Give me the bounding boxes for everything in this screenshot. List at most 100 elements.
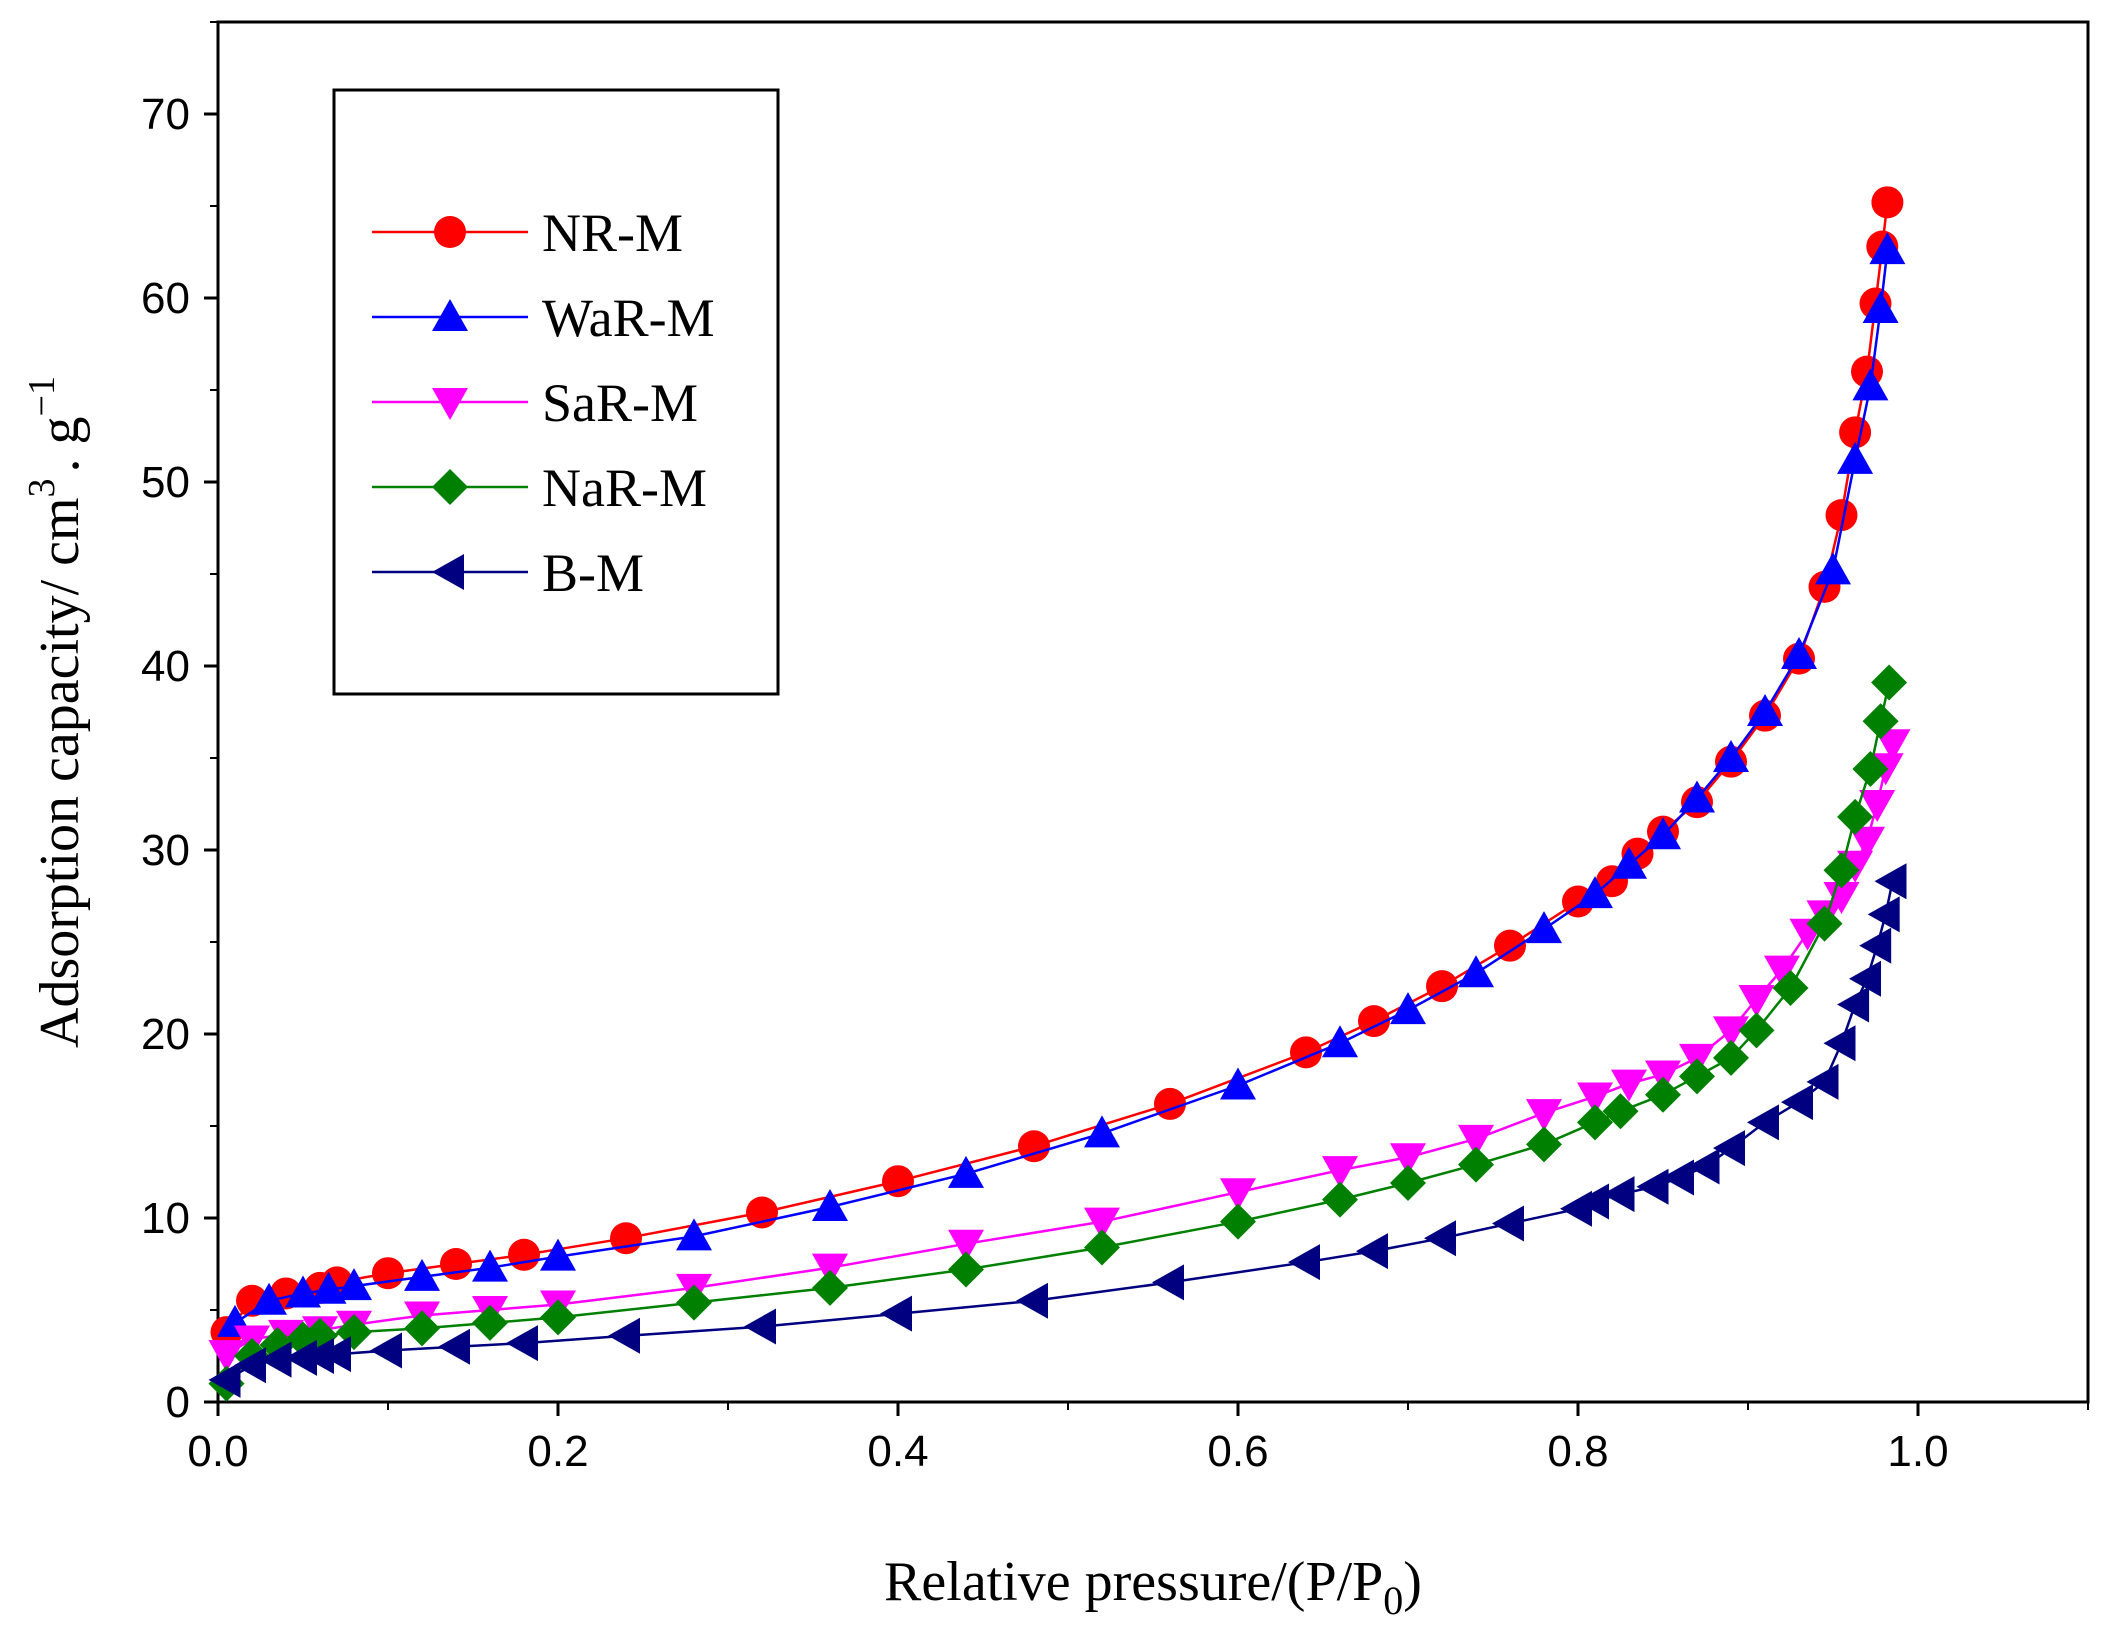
x-tick-label: 0.4 [867, 1427, 928, 1476]
data-point-war-m [540, 1238, 576, 1271]
data-point-war-m [1815, 552, 1851, 585]
legend-marker-war-m [432, 299, 468, 331]
data-point-sar-m [812, 1253, 848, 1286]
data-point-sar-m [1713, 1016, 1749, 1049]
legend-label: NaR-M [542, 458, 707, 518]
series-layer [208, 186, 1911, 1402]
data-point-sar-m [1220, 1178, 1256, 1211]
data-point-nr-m [372, 1257, 404, 1290]
data-point-nr-m [1494, 929, 1526, 962]
data-point-war-m [1852, 368, 1889, 401]
data-point-war-m [472, 1249, 508, 1282]
data-point-nr-m [1871, 186, 1904, 219]
data-point-b-m [1823, 1025, 1856, 1062]
data-point-sar-m [1645, 1060, 1681, 1093]
data-point-war-m [310, 1271, 347, 1304]
data-point-war-m [336, 1268, 372, 1301]
data-point-nar-m [1458, 1146, 1494, 1183]
y-axis-title-sup1: 3 [21, 478, 63, 497]
data-point-b-m [1424, 1220, 1456, 1257]
axis-ticks: 0.0 0.2 0.4 0.6 0.8 1.0 0 10 20 30 40 50 60 70 [141, 21, 2089, 1476]
data-point-nr-m [1018, 1130, 1050, 1163]
series-nar-m [208, 664, 1908, 1402]
x-axis-title-main: Relative pressure/(P/P [884, 1551, 1383, 1613]
data-point-war-m [1747, 694, 1783, 726]
series-sar-m [208, 729, 1911, 1373]
series-line-b-m [225, 881, 1894, 1381]
data-point-b-m [1687, 1148, 1720, 1185]
data-point-war-m [1458, 955, 1494, 988]
legend-items: NR-M WaR-M SaR-M NaR-M B-M [372, 203, 715, 603]
data-point-nar-m [1602, 1093, 1639, 1130]
data-point-nar-m [948, 1251, 984, 1288]
x-tick-label: 0.8 [1547, 1427, 1608, 1476]
data-point-sar-m [1849, 826, 1885, 859]
y-tick-label: 0 [166, 1378, 190, 1427]
data-point-war-m [1220, 1067, 1256, 1100]
data-point-nr-m [1154, 1087, 1186, 1120]
data-point-nar-m [1577, 1104, 1613, 1141]
data-point-nar-m [676, 1284, 712, 1321]
data-point-war-m [1526, 911, 1562, 944]
data-point-nr-m [1426, 970, 1458, 1003]
data-point-b-m [608, 1317, 640, 1354]
data-point-nar-m [540, 1299, 576, 1336]
data-point-b-m [880, 1295, 912, 1332]
y-tick-label: 40 [141, 642, 190, 691]
data-point-nar-m [472, 1304, 508, 1341]
data-point-nar-m [1390, 1165, 1426, 1202]
data-point-sar-m [1874, 729, 1911, 762]
y-tick-label: 70 [141, 90, 190, 139]
data-point-nr-m [508, 1238, 540, 1271]
data-point-war-m [1781, 636, 1817, 669]
data-point-war-m [1679, 780, 1715, 813]
data-point-b-m [1837, 986, 1870, 1023]
data-point-war-m [1837, 441, 1874, 474]
x-tick-label: 0.0 [187, 1427, 248, 1476]
data-point-b-m [1577, 1183, 1609, 1220]
data-point-nar-m [1852, 751, 1889, 788]
legend-item-nr-m: NR-M [372, 203, 683, 263]
data-point-b-m [208, 1361, 241, 1398]
data-point-nr-m [1825, 499, 1858, 532]
data-point-nar-m [1084, 1229, 1120, 1266]
data-point-nar-m [1862, 703, 1899, 740]
y-tick-label: 10 [141, 1194, 190, 1243]
data-point-b-m [1781, 1084, 1813, 1121]
y-axis-title-sup2: −1 [21, 376, 63, 416]
x-axis-title-close: ) [1403, 1551, 1422, 1613]
data-point-b-m [1016, 1282, 1048, 1319]
data-point-sar-m [1390, 1143, 1426, 1176]
data-point-nar-m [1645, 1076, 1681, 1113]
data-point-sar-m [1084, 1207, 1120, 1240]
data-point-b-m [1867, 896, 1900, 933]
data-point-nar-m [1679, 1058, 1715, 1095]
legend-label: SaR-M [542, 373, 698, 433]
data-point-b-m [1662, 1159, 1694, 1196]
data-point-nar-m [1772, 970, 1809, 1006]
data-point-b-m [370, 1332, 402, 1369]
legend-item-war-m: WaR-M [372, 288, 715, 348]
y-tick-label: 20 [141, 1010, 190, 1059]
data-point-nar-m [1871, 664, 1908, 701]
data-point-war-m [948, 1155, 984, 1188]
legend-item-b-m: B-M [372, 543, 644, 603]
legend-marker-sar-m [432, 388, 468, 420]
data-point-war-m [1577, 876, 1613, 909]
legend-item-sar-m: SaR-M [372, 373, 698, 433]
series-war-m [217, 232, 1906, 1337]
data-point-nar-m [1713, 1039, 1749, 1076]
data-point-sar-m [1611, 1069, 1647, 1102]
data-point-b-m [1288, 1244, 1320, 1281]
data-point-nar-m [1322, 1181, 1358, 1218]
data-point-war-m [251, 1282, 287, 1315]
data-point-sar-m [1764, 955, 1800, 988]
data-point-war-m [812, 1188, 848, 1221]
y-axis-title: Adsorption capacity/ cm3 . g−1 [21, 376, 91, 1048]
data-point-sar-m [948, 1229, 984, 1262]
data-point-b-m [1492, 1205, 1524, 1242]
data-point-nr-m [1358, 1005, 1390, 1038]
data-point-sar-m [1458, 1124, 1494, 1157]
data-point-sar-m [1322, 1156, 1358, 1189]
data-point-war-m [1862, 291, 1899, 324]
